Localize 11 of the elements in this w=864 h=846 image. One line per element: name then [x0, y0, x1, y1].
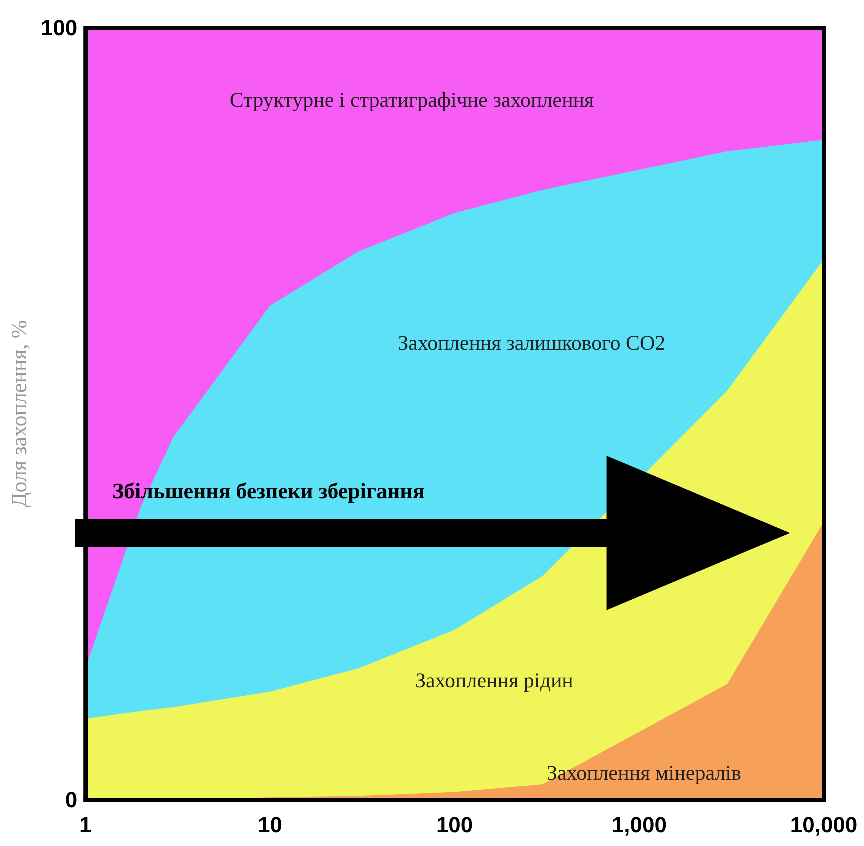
series-label: Структурне і стратиграфічне захоплення: [230, 88, 595, 112]
x-tick-label: 10: [258, 812, 282, 838]
y-tick-label: 0: [65, 788, 78, 812]
x-tick-label: 1,000: [612, 812, 667, 838]
series-label: Захоплення рідин: [415, 668, 574, 692]
x-tick-label: 100: [436, 812, 474, 838]
y-axis-title: Доля захоплення, %: [6, 320, 32, 508]
series-label: Захоплення залишкового СО2: [398, 330, 666, 355]
x-tick-label: 10,000: [790, 812, 858, 838]
x-tick-label: 1: [79, 812, 92, 838]
series-label: Захоплення мінералів: [547, 760, 742, 785]
